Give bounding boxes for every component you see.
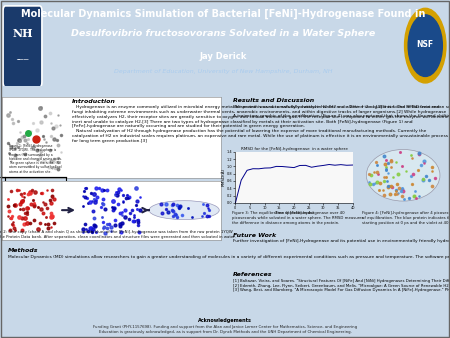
Text: NSF: NSF [417, 40, 434, 49]
Text: Introduction: Introduction [72, 99, 116, 104]
Text: Hydrogenase is an enzyme commonly utilized in microbial energy metabolism and is: Hydrogenase is an enzyme commonly utiliz… [72, 105, 449, 143]
Text: Results and Discussion: Results and Discussion [233, 98, 314, 103]
Title: RMSD for the [FeNi]-hydrogenase  in a water sphere: RMSD for the [FeNi]-hydrogenase in a wat… [240, 147, 347, 151]
X-axis label: Time (picoseconds): Time (picoseconds) [274, 211, 314, 215]
Text: Funding Grant (PHY-1157698). Funding and support from the Alan and Janice Lerner: Funding Grant (PHY-1157698). Funding and… [93, 325, 357, 334]
Text: Jay Derick: Jay Derick [199, 52, 247, 61]
Text: Figure 3: The equilibration of [FeNi]-hydrogenase over 40
picoseconds while solv: Figure 3: The equilibration of [FeNi]-hy… [232, 211, 364, 224]
Text: [1] Baltazar, Vieira, and Soares. "Structural Features Of [NiFe] And [NiNi] Hydr: [1] Baltazar, Vieira, and Soares. "Struc… [233, 279, 450, 292]
Text: ─────: ───── [16, 58, 29, 62]
Text: Figure 4: [FeNi]-hydrogenase after 4 picoseconds
of equilibration. The blue prot: Figure 4: [FeNi]-hydrogenase after 4 pic… [362, 211, 450, 224]
Circle shape [405, 8, 446, 83]
Text: References: References [233, 272, 273, 277]
Text: Department of Education, University of New Hampshire, Durham, NH: Department of Education, University of N… [113, 69, 332, 74]
Text: Future Work: Future Work [233, 233, 276, 238]
Text: Further investigation of [FeNi]-Hydrogenase and its potential use in environment: Further investigation of [FeNi]-Hydrogen… [233, 239, 450, 243]
Text: Molecular Dynamics Simulation of Bacterial [FeNi]-Hydrogenase Found in: Molecular Dynamics Simulation of Bacteri… [21, 9, 425, 19]
Text: Acknowledgements: Acknowledgements [198, 318, 252, 323]
Circle shape [149, 201, 219, 220]
FancyBboxPatch shape [3, 6, 42, 87]
Text: Methods: Methods [8, 248, 38, 252]
Text: The protein was successfully solvated in water and allowed to equilibrate. The R: The protein was successfully solvated in… [233, 105, 450, 118]
Text: Figure 1: [FeNi]-Hydrogenase
(PDB: 1YQW). The red sphere is
the iron (Fe) surrou: Figure 1: [FeNi]-Hydrogenase (PDB: 1YQW)… [9, 144, 62, 174]
Y-axis label: RMSD(Å): RMSD(Å) [221, 168, 225, 187]
Circle shape [366, 149, 440, 201]
Text: Figure 2: One copy (chain A and chain Q as shown in blue) of the [FeNi]-hydrogen: Figure 2: One copy (chain A and chain Q … [0, 230, 236, 239]
Text: NH: NH [12, 28, 33, 39]
Text: Molecular Dynamics (MD) simulations allow researchers to gain a greater understa: Molecular Dynamics (MD) simulations allo… [8, 256, 450, 259]
Circle shape [408, 15, 442, 76]
Text: Desulfovibrio fructosovorans Solvated in a Water Sphere: Desulfovibrio fructosovorans Solvated in… [71, 29, 375, 38]
